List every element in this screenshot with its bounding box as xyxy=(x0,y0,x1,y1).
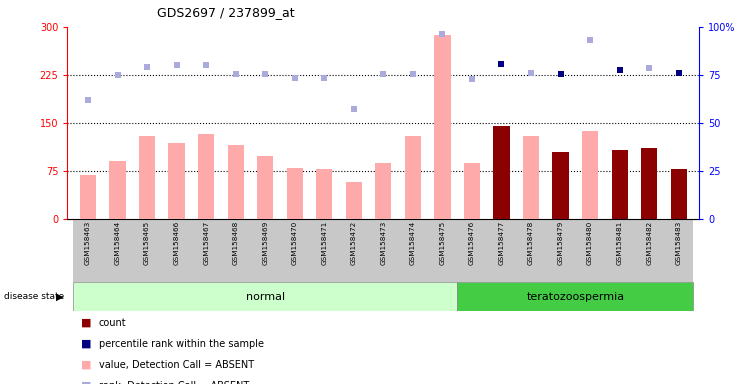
Bar xyxy=(435,35,450,219)
Bar xyxy=(198,134,214,219)
Text: GSM158476: GSM158476 xyxy=(469,221,475,265)
Bar xyxy=(221,219,251,282)
Bar xyxy=(405,136,421,219)
Text: GSM158471: GSM158471 xyxy=(322,221,328,265)
Text: GSM158479: GSM158479 xyxy=(557,221,563,265)
Text: GDS2697 / 237899_at: GDS2697 / 237899_at xyxy=(157,6,295,19)
Bar xyxy=(398,219,428,282)
Bar xyxy=(641,149,657,219)
Bar xyxy=(280,219,310,282)
Bar xyxy=(457,219,487,282)
Bar xyxy=(73,219,102,282)
Text: GSM158481: GSM158481 xyxy=(616,221,622,265)
Bar xyxy=(139,136,155,219)
Bar xyxy=(612,150,628,219)
Bar xyxy=(109,161,126,219)
Bar xyxy=(132,219,162,282)
Bar xyxy=(73,282,457,311)
Text: value, Detection Call = ABSENT: value, Detection Call = ABSENT xyxy=(99,360,254,370)
Bar xyxy=(257,156,273,219)
Text: GSM158464: GSM158464 xyxy=(114,221,120,265)
Text: GSM158474: GSM158474 xyxy=(410,221,416,265)
Bar xyxy=(516,219,546,282)
Bar xyxy=(575,219,605,282)
Text: GSM158465: GSM158465 xyxy=(144,221,150,265)
Text: GSM158478: GSM158478 xyxy=(528,221,534,265)
Text: GSM158473: GSM158473 xyxy=(380,221,387,265)
Text: ■: ■ xyxy=(81,381,91,384)
Bar xyxy=(546,219,575,282)
Text: GSM158468: GSM158468 xyxy=(233,221,239,265)
Text: percentile rank within the sample: percentile rank within the sample xyxy=(99,339,264,349)
Text: ■: ■ xyxy=(81,360,91,370)
Bar xyxy=(310,219,339,282)
Bar xyxy=(487,219,516,282)
Bar xyxy=(162,219,191,282)
Text: ■: ■ xyxy=(81,318,91,328)
Bar xyxy=(494,126,509,219)
Bar xyxy=(316,169,332,219)
Bar xyxy=(464,162,480,219)
Bar xyxy=(191,219,221,282)
Text: GSM158467: GSM158467 xyxy=(203,221,209,265)
Bar xyxy=(634,219,664,282)
Text: teratozoospermia: teratozoospermia xyxy=(527,291,625,302)
Text: GSM158480: GSM158480 xyxy=(587,221,593,265)
Bar xyxy=(251,219,280,282)
Bar xyxy=(375,162,391,219)
Bar xyxy=(102,219,132,282)
Bar xyxy=(671,169,687,219)
Text: ▶: ▶ xyxy=(56,291,64,302)
Text: GSM158470: GSM158470 xyxy=(292,221,298,265)
Text: GSM158463: GSM158463 xyxy=(85,221,91,265)
Bar xyxy=(605,219,634,282)
Text: disease state: disease state xyxy=(4,292,64,301)
Text: GSM158483: GSM158483 xyxy=(675,221,681,265)
Text: GSM158472: GSM158472 xyxy=(351,221,357,265)
Text: GSM158482: GSM158482 xyxy=(646,221,652,265)
Text: count: count xyxy=(99,318,126,328)
Bar xyxy=(523,136,539,219)
Text: GSM158475: GSM158475 xyxy=(439,221,445,265)
Bar xyxy=(339,219,369,282)
Bar xyxy=(80,175,96,219)
Text: normal: normal xyxy=(245,291,285,302)
Bar xyxy=(346,182,362,219)
Bar xyxy=(168,143,185,219)
Bar xyxy=(369,219,398,282)
Bar xyxy=(428,219,457,282)
Text: GSM158466: GSM158466 xyxy=(174,221,180,265)
Bar xyxy=(553,152,568,219)
Bar xyxy=(664,219,693,282)
Bar xyxy=(227,145,244,219)
Text: ■: ■ xyxy=(81,339,91,349)
Text: GSM158477: GSM158477 xyxy=(498,221,504,265)
Text: GSM158469: GSM158469 xyxy=(263,221,269,265)
Text: rank, Detection Call = ABSENT: rank, Detection Call = ABSENT xyxy=(99,381,249,384)
Bar xyxy=(286,168,303,219)
Bar xyxy=(457,282,693,311)
Bar xyxy=(582,131,598,219)
